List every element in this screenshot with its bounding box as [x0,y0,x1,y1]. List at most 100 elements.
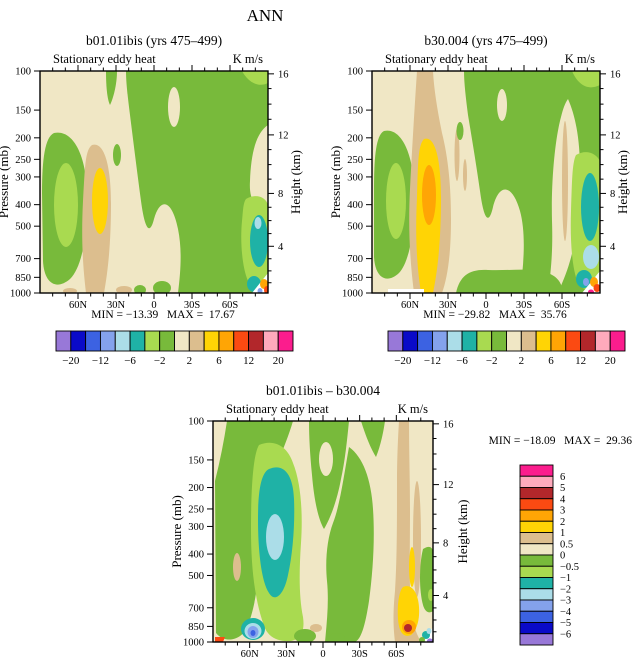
height-tick-label: 12 [610,130,621,141]
contour-shape [422,165,436,225]
colorbar-cell [506,330,522,352]
lat-tick-label: 60N [401,300,420,311]
colorbar-label: 20 [273,355,285,367]
colorbar-cell [218,330,235,352]
lat-tick-label: 60S [554,300,571,311]
height-tick-label: 16 [610,69,621,80]
height-tick-label: 12 [278,130,289,141]
lat-tick-label: 60S [388,649,405,660]
contour-shape [456,122,464,140]
pressure-tick-label: 1000 [183,638,204,649]
pressure-tick-label: 700 [188,603,204,614]
colorbar-cell [519,633,554,646]
colorbar-cell [520,330,537,352]
panel-1: 100 150 200 250 300 400 500 700 850 1000 16 12 8 4 60N… [328,33,630,311]
contour-shape [250,215,268,267]
lat-tick-label: 0 [151,300,156,311]
colorbar-cell [402,330,419,352]
colorbar-cell [609,330,626,352]
colorbar-cell [565,330,582,352]
axis-ticks [207,415,439,648]
pressure-tick-label: 700 [15,254,31,265]
contour-shape [126,71,268,293]
contour-shape [294,629,316,642]
min-max-stats: MIN = −13.39 MAX = 17.67 [91,309,235,321]
pressure-tick-label: 300 [188,522,204,533]
colorbar-cell [55,330,72,352]
height-tick-label: 4 [278,242,284,253]
contour-shape [215,637,225,642]
colorbar-cell [114,330,131,352]
contour-field [213,421,433,642]
colorbar-label: 3 [560,506,565,517]
pressure-tick-label: 850 [347,273,363,284]
colorbar-cell [446,330,463,352]
colorbar-cell [519,577,554,590]
pressure-tick-label: 850 [15,273,31,284]
height-tick-label: 16 [278,69,289,80]
pressure-tick-label: 700 [347,254,363,265]
contour-shape [581,173,599,241]
colorbar-label: 2 [519,355,525,367]
pressure-tick-label: 250 [188,504,204,515]
contour-shape [588,289,594,293]
contour-shape [153,281,171,293]
colorbar-cell [519,464,554,477]
pressure-tick-label: 500 [347,222,363,233]
colorbar-label: 12 [243,355,254,367]
colorbar-label: 20 [605,355,617,367]
contour-shape [413,481,421,597]
contour-shape [497,89,507,121]
contour-shape [264,286,268,293]
contour-shape [257,288,263,293]
height-tick-label: 8 [443,538,448,549]
colorbar-label: 0 [560,551,565,562]
contour-shape [266,514,284,560]
colorbar-cell [174,330,190,352]
pressure-tick-label: 150 [347,106,363,117]
contour-shape [393,421,421,642]
colorbar-cell [159,330,175,352]
pressure-axis-title: Pressure (mb) [0,146,11,219]
lat-tick-label: 60S [222,300,239,311]
colorbar-cell [519,599,554,612]
axis-ticks [34,65,274,299]
lat-tick-label: 30S [351,649,368,660]
colorbar-label: −1 [560,573,571,584]
colorbar-cell [431,330,448,352]
colorbar-label: −0.5 [560,562,579,573]
contour-shape [134,285,146,293]
colorbar-cell [476,330,493,352]
colorbar-cell [519,509,554,522]
panel-title: b01.01ibis – b30.004 [266,383,380,398]
figure-title: ANN [247,6,284,25]
lat-tick-label: 60N [69,300,88,311]
colorbar-label: 0.5 [560,539,573,550]
pressure-axis-title: Pressure (mb) [328,146,343,219]
height-tick-label: 4 [443,591,449,602]
pressure-tick-label: 100 [347,67,363,78]
contour-shape [310,624,322,632]
contour-shape [386,163,406,239]
pressure-tick-label: 200 [347,133,363,144]
colorbar-cell [535,330,552,352]
colorbar-cell [85,330,101,352]
contour-shape [426,628,432,634]
contour-field [40,71,268,293]
contour-shape [309,421,349,529]
pressure-tick-label: 150 [188,455,204,466]
colorbar-label: 1 [560,528,565,539]
contour-shape [63,288,77,293]
colorbar-cell [519,622,554,635]
contour-shape [427,638,433,642]
pressure-tick-label: 150 [15,106,31,117]
colorbar-cell [387,330,404,352]
height-axis-title: Height (km) [288,150,303,214]
panel-subtitle-right: K m/s [233,52,263,66]
contour-shape [325,447,374,642]
colorbar-cell [203,330,220,352]
panel-subtitle-right: K m/s [565,52,595,66]
pressure-tick-label: 850 [188,622,204,633]
